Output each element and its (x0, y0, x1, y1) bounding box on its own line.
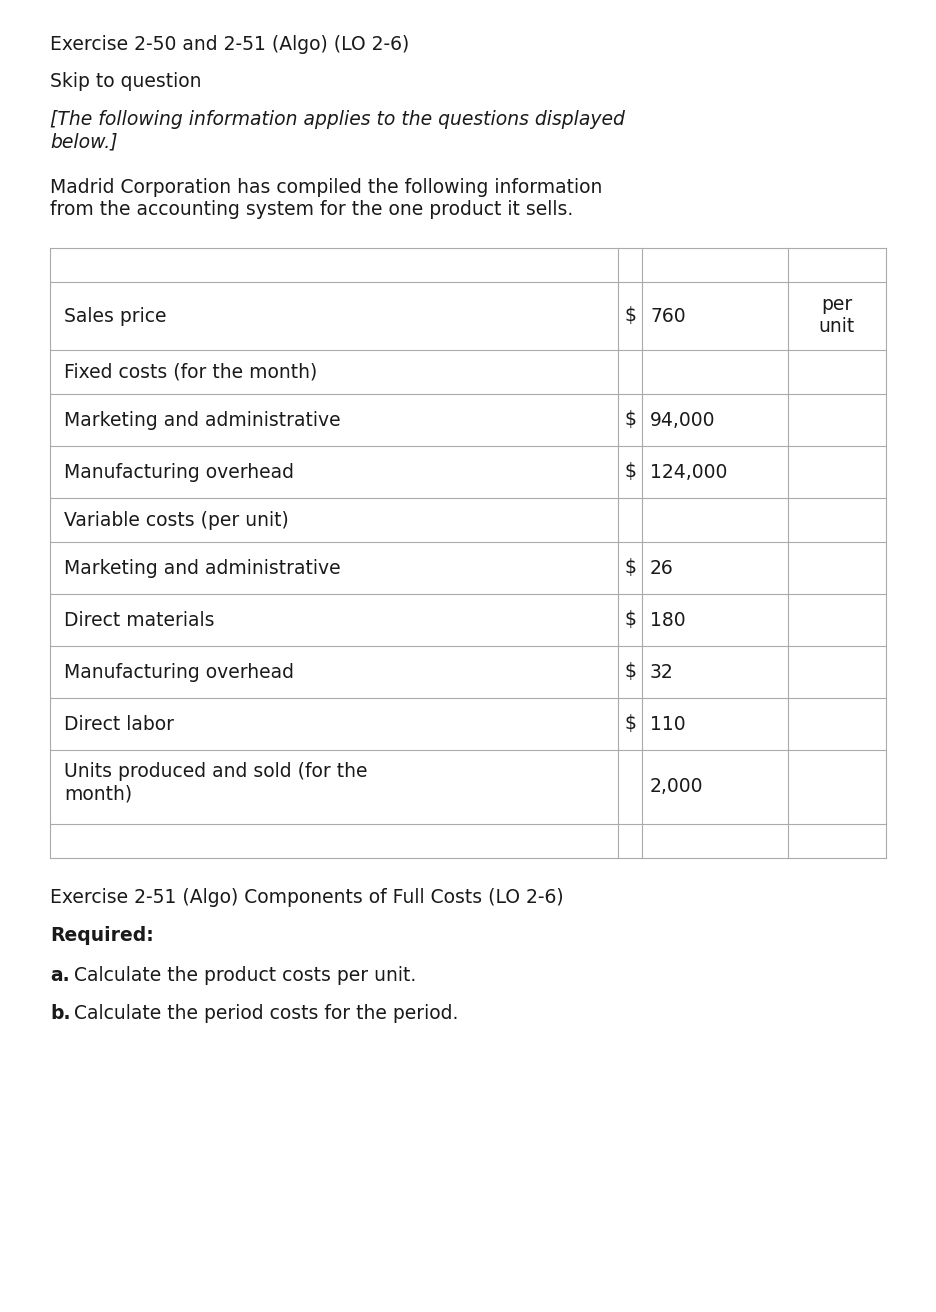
Text: Skip to question: Skip to question (50, 72, 201, 91)
Text: 760: 760 (650, 307, 686, 325)
Text: Exercise 2-51 (Algo) Components of Full Costs (LO 2-6): Exercise 2-51 (Algo) Components of Full … (50, 888, 563, 907)
Text: 124,000: 124,000 (650, 463, 727, 482)
Text: Calculate the product costs per unit.: Calculate the product costs per unit. (68, 966, 417, 985)
Text: Manufacturing overhead: Manufacturing overhead (64, 663, 294, 681)
Text: $: $ (624, 411, 636, 429)
Text: 94,000: 94,000 (650, 411, 715, 429)
Text: Fixed costs (for the month): Fixed costs (for the month) (64, 362, 317, 382)
Text: Marketing and administrative: Marketing and administrative (64, 559, 341, 577)
Text: Exercise 2-50 and 2-51 (Algo) (LO 2-6): Exercise 2-50 and 2-51 (Algo) (LO 2-6) (50, 35, 409, 54)
Text: a.: a. (50, 966, 69, 985)
Text: b.: b. (50, 1004, 70, 1023)
Text: Required:: Required: (50, 926, 154, 945)
Text: per
unit: per unit (819, 295, 856, 336)
Text: Calculate the period costs for the period.: Calculate the period costs for the perio… (68, 1004, 459, 1023)
Text: $: $ (624, 715, 636, 733)
Text: Sales price: Sales price (64, 307, 167, 325)
Text: 110: 110 (650, 715, 686, 733)
Text: $: $ (624, 307, 636, 325)
Text: 2,000: 2,000 (650, 778, 704, 796)
Text: Direct materials: Direct materials (64, 610, 214, 630)
Text: 26: 26 (650, 559, 674, 577)
Text: [The following information applies to the questions displayed
below.]: [The following information applies to th… (50, 110, 625, 151)
Text: Direct labor: Direct labor (64, 715, 174, 733)
Text: Madrid Corporation has compiled the following information
from the accounting sy: Madrid Corporation has compiled the foll… (50, 178, 603, 219)
Text: $: $ (624, 663, 636, 681)
Text: Manufacturing overhead: Manufacturing overhead (64, 463, 294, 482)
Text: Variable costs (per unit): Variable costs (per unit) (64, 510, 288, 530)
Text: 32: 32 (650, 663, 674, 681)
Text: Units produced and sold (for the
month): Units produced and sold (for the month) (64, 762, 368, 803)
Text: $: $ (624, 559, 636, 577)
Text: $: $ (624, 610, 636, 630)
Text: Marketing and administrative: Marketing and administrative (64, 411, 341, 429)
Text: $: $ (624, 463, 636, 482)
Text: 180: 180 (650, 610, 686, 630)
